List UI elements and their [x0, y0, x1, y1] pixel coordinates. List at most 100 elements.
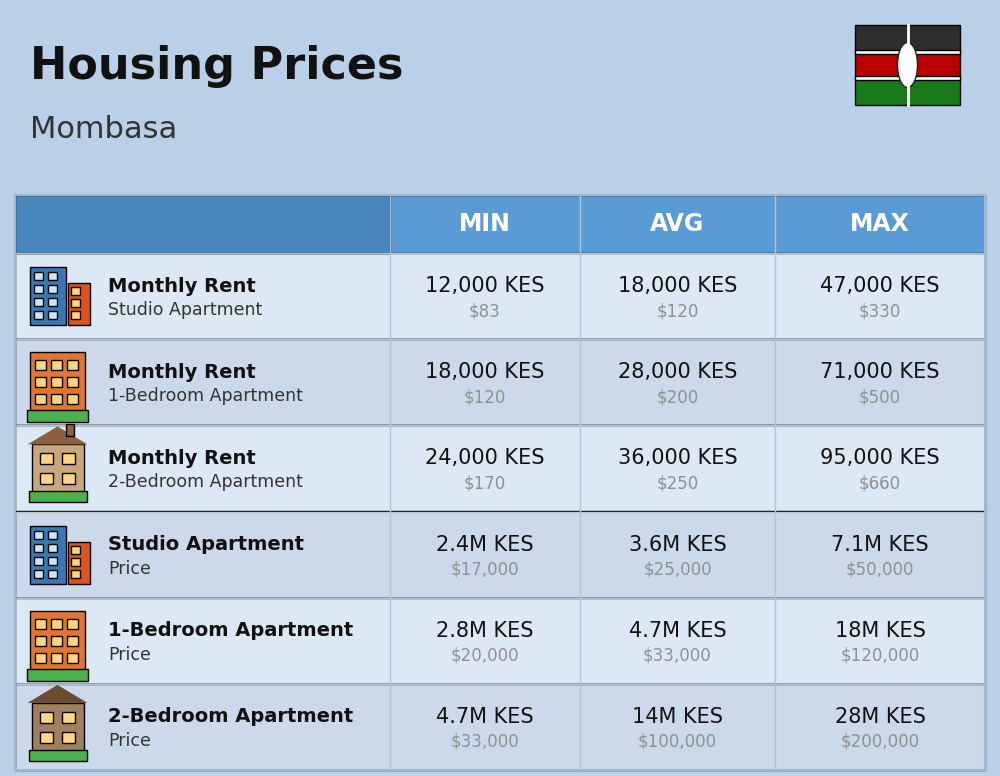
Text: $120,000: $120,000 [840, 646, 920, 665]
Text: 7.1M KES: 7.1M KES [831, 535, 929, 555]
Text: 4.7M KES: 4.7M KES [629, 621, 726, 641]
FancyBboxPatch shape [62, 473, 74, 484]
FancyBboxPatch shape [68, 283, 90, 325]
Text: Housing Prices: Housing Prices [30, 45, 404, 88]
Text: 14M KES: 14M KES [632, 707, 723, 727]
FancyBboxPatch shape [855, 25, 960, 52]
FancyBboxPatch shape [62, 732, 74, 743]
Text: 36,000 KES: 36,000 KES [618, 449, 737, 469]
Text: 2.8M KES: 2.8M KES [436, 621, 534, 641]
FancyBboxPatch shape [51, 653, 62, 663]
FancyBboxPatch shape [34, 285, 42, 293]
FancyBboxPatch shape [62, 712, 74, 723]
Text: 95,000 KES: 95,000 KES [820, 449, 940, 469]
Text: $500: $500 [859, 388, 901, 407]
FancyBboxPatch shape [35, 377, 46, 387]
Ellipse shape [898, 43, 918, 88]
FancyBboxPatch shape [67, 618, 78, 629]
FancyBboxPatch shape [15, 195, 390, 253]
Text: $330: $330 [859, 302, 901, 320]
FancyBboxPatch shape [15, 684, 985, 770]
Text: 28,000 KES: 28,000 KES [618, 362, 737, 383]
Text: $20,000: $20,000 [451, 646, 519, 665]
Text: $33,000: $33,000 [643, 646, 712, 665]
FancyBboxPatch shape [35, 653, 46, 663]
FancyBboxPatch shape [34, 556, 42, 565]
FancyBboxPatch shape [35, 394, 46, 404]
Text: $120: $120 [464, 388, 506, 407]
Text: 1-Bedroom Apartment: 1-Bedroom Apartment [108, 622, 353, 640]
Text: $200: $200 [656, 388, 699, 407]
FancyBboxPatch shape [34, 311, 42, 319]
FancyBboxPatch shape [15, 339, 985, 425]
FancyBboxPatch shape [27, 411, 88, 422]
FancyBboxPatch shape [70, 558, 80, 566]
Text: $83: $83 [469, 302, 501, 320]
Text: $660: $660 [859, 474, 901, 493]
FancyBboxPatch shape [15, 425, 985, 511]
FancyBboxPatch shape [34, 531, 42, 539]
FancyBboxPatch shape [30, 352, 85, 412]
FancyBboxPatch shape [48, 272, 56, 280]
FancyBboxPatch shape [35, 618, 46, 629]
FancyBboxPatch shape [48, 285, 56, 293]
FancyBboxPatch shape [40, 453, 52, 464]
FancyBboxPatch shape [855, 76, 960, 81]
Text: 18M KES: 18M KES [835, 621, 925, 641]
Text: $33,000: $33,000 [451, 733, 519, 751]
Text: $100,000: $100,000 [638, 733, 717, 751]
FancyBboxPatch shape [68, 542, 90, 584]
FancyBboxPatch shape [34, 543, 42, 552]
FancyBboxPatch shape [855, 52, 960, 78]
FancyBboxPatch shape [67, 636, 78, 646]
FancyBboxPatch shape [32, 703, 84, 751]
FancyBboxPatch shape [51, 394, 62, 404]
Text: $17,000: $17,000 [451, 560, 519, 579]
Text: Price: Price [108, 559, 151, 577]
Text: 71,000 KES: 71,000 KES [820, 362, 940, 383]
FancyBboxPatch shape [15, 598, 985, 684]
Text: 18,000 KES: 18,000 KES [425, 362, 545, 383]
FancyBboxPatch shape [67, 360, 78, 370]
Text: 47,000 KES: 47,000 KES [820, 276, 940, 296]
FancyBboxPatch shape [34, 570, 42, 577]
FancyBboxPatch shape [28, 750, 87, 761]
Text: 18,000 KES: 18,000 KES [618, 276, 737, 296]
Text: 4.7M KES: 4.7M KES [436, 707, 534, 727]
FancyBboxPatch shape [32, 445, 84, 493]
FancyBboxPatch shape [70, 287, 80, 295]
FancyBboxPatch shape [62, 453, 74, 464]
FancyBboxPatch shape [48, 311, 56, 319]
FancyBboxPatch shape [66, 424, 74, 436]
FancyBboxPatch shape [30, 525, 66, 584]
Text: $25,000: $25,000 [643, 560, 712, 579]
FancyBboxPatch shape [51, 377, 62, 387]
FancyBboxPatch shape [70, 546, 80, 553]
FancyBboxPatch shape [40, 712, 52, 723]
Text: 2.4M KES: 2.4M KES [436, 535, 534, 555]
FancyBboxPatch shape [40, 732, 52, 743]
Text: 24,000 KES: 24,000 KES [425, 449, 545, 469]
FancyBboxPatch shape [70, 299, 80, 307]
Text: 2-Bedroom Apartment: 2-Bedroom Apartment [108, 708, 353, 726]
FancyBboxPatch shape [70, 311, 80, 319]
FancyBboxPatch shape [30, 611, 85, 670]
FancyBboxPatch shape [51, 618, 62, 629]
FancyBboxPatch shape [48, 556, 56, 565]
Text: AVG: AVG [650, 212, 705, 236]
Polygon shape [28, 427, 88, 445]
Text: 12,000 KES: 12,000 KES [425, 276, 545, 296]
FancyBboxPatch shape [35, 636, 46, 646]
FancyBboxPatch shape [855, 50, 960, 54]
FancyBboxPatch shape [70, 570, 80, 577]
FancyBboxPatch shape [15, 253, 985, 339]
Text: 3.6M KES: 3.6M KES [629, 535, 726, 555]
FancyBboxPatch shape [67, 394, 78, 404]
FancyBboxPatch shape [15, 195, 985, 253]
Text: MIN: MIN [459, 212, 511, 236]
FancyBboxPatch shape [855, 78, 960, 105]
Text: Mombasa: Mombasa [30, 115, 177, 144]
FancyBboxPatch shape [40, 473, 52, 484]
Text: Price: Price [108, 732, 151, 750]
FancyBboxPatch shape [51, 360, 62, 370]
